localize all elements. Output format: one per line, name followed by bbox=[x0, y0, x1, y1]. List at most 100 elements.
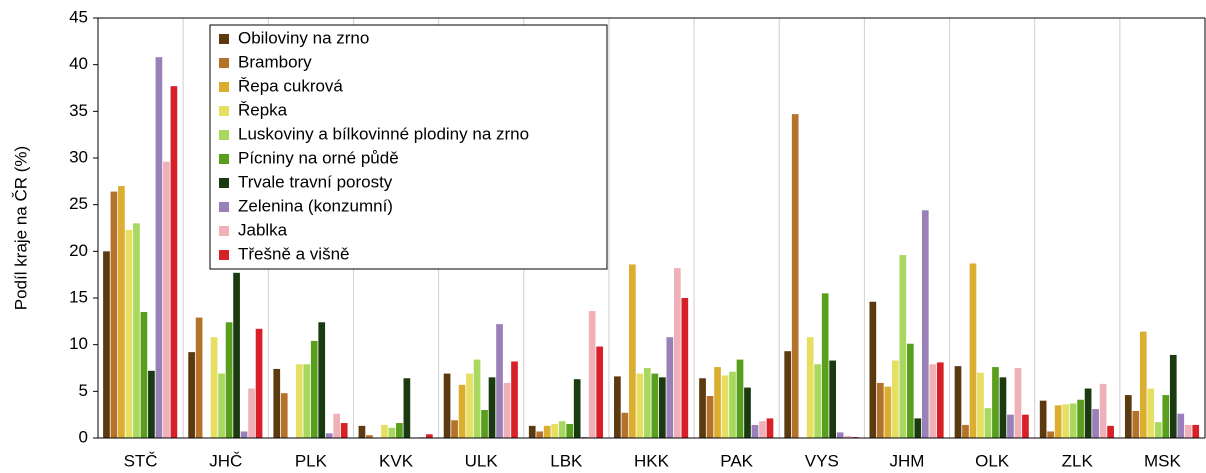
bar bbox=[366, 435, 373, 438]
bar bbox=[451, 420, 458, 438]
legend-swatch bbox=[219, 34, 229, 44]
bar bbox=[992, 367, 999, 438]
bar bbox=[558, 421, 566, 438]
bar bbox=[1099, 383, 1107, 438]
bar bbox=[954, 366, 962, 438]
bar bbox=[681, 298, 689, 438]
x-tick-label: LBK bbox=[550, 451, 583, 470]
bar bbox=[744, 387, 751, 438]
x-tick-label: JHČ bbox=[209, 451, 242, 470]
bar bbox=[155, 57, 163, 438]
bar bbox=[1092, 409, 1099, 438]
bar bbox=[233, 272, 240, 438]
bar bbox=[962, 424, 969, 438]
bar bbox=[325, 433, 333, 438]
legend-swatch bbox=[219, 154, 229, 164]
bar bbox=[170, 86, 178, 438]
bar bbox=[225, 322, 233, 438]
bar bbox=[1007, 414, 1014, 438]
bar bbox=[1062, 404, 1069, 438]
bar bbox=[110, 191, 118, 438]
bar bbox=[977, 372, 984, 438]
bar bbox=[914, 418, 922, 438]
bar bbox=[396, 423, 403, 438]
legend-label: Luskoviny a bílkovinné plodiny na zrno bbox=[238, 124, 529, 143]
legend-swatch bbox=[219, 178, 229, 188]
bar bbox=[358, 425, 366, 438]
bar bbox=[488, 377, 496, 438]
bar bbox=[218, 373, 225, 438]
legend-swatch bbox=[219, 58, 229, 68]
y-tick-label: 35 bbox=[69, 101, 88, 120]
bar bbox=[791, 114, 799, 438]
bar bbox=[729, 371, 736, 438]
bar bbox=[163, 161, 170, 438]
y-tick-label: 10 bbox=[69, 334, 88, 353]
bar bbox=[829, 360, 836, 438]
bar bbox=[303, 364, 311, 438]
bar bbox=[188, 352, 195, 438]
bar bbox=[636, 373, 644, 438]
bar bbox=[1054, 405, 1062, 438]
y-tick-label: 5 bbox=[79, 381, 88, 400]
bar bbox=[528, 425, 536, 438]
bar bbox=[884, 386, 892, 438]
legend-label: Zelenina (konzumní) bbox=[238, 196, 393, 215]
bar bbox=[969, 263, 977, 438]
bar bbox=[721, 375, 729, 438]
bar bbox=[844, 436, 851, 438]
legend-swatch bbox=[219, 106, 229, 116]
bar bbox=[821, 293, 829, 438]
bar bbox=[1039, 400, 1047, 438]
bar bbox=[536, 431, 544, 438]
bar bbox=[1047, 431, 1054, 438]
bar bbox=[340, 423, 348, 438]
bar bbox=[1124, 395, 1132, 438]
bar bbox=[466, 373, 473, 438]
bar bbox=[210, 337, 218, 438]
legend-label: Brambory bbox=[238, 52, 312, 71]
legend-swatch bbox=[219, 226, 229, 236]
y-tick-label: 40 bbox=[69, 54, 88, 73]
y-axis-title: Podíl kraje na ČR (%) bbox=[11, 146, 30, 310]
bar bbox=[644, 368, 651, 438]
legend-label: Obiloviny na zrno bbox=[238, 28, 369, 47]
bar bbox=[1084, 388, 1092, 438]
bar bbox=[1147, 388, 1155, 438]
bar bbox=[806, 337, 814, 438]
bar bbox=[1014, 368, 1022, 438]
bar bbox=[496, 324, 503, 438]
bar bbox=[295, 364, 303, 438]
x-tick-label: HKK bbox=[634, 451, 670, 470]
x-tick-label: OLK bbox=[975, 451, 1010, 470]
bar bbox=[443, 373, 451, 438]
bar bbox=[784, 351, 792, 438]
legend-swatch bbox=[219, 250, 229, 260]
bar bbox=[629, 264, 636, 438]
legend-label: Trvale travní porosty bbox=[238, 172, 393, 191]
x-tick-label: VYS bbox=[805, 451, 839, 470]
bar bbox=[310, 340, 318, 438]
bar bbox=[759, 421, 766, 438]
bar bbox=[673, 268, 681, 438]
bar bbox=[651, 373, 659, 438]
bar bbox=[699, 378, 706, 438]
x-tick-label: MSK bbox=[1144, 451, 1182, 470]
bar bbox=[1184, 424, 1192, 438]
bar bbox=[148, 370, 155, 438]
y-tick-label: 20 bbox=[69, 241, 88, 260]
x-tick-label: PAK bbox=[720, 451, 753, 470]
bar bbox=[381, 424, 388, 438]
y-tick-label: 45 bbox=[69, 7, 88, 26]
bar bbox=[1132, 410, 1140, 438]
bar bbox=[766, 418, 774, 438]
bar bbox=[481, 410, 488, 438]
y-tick-label: 0 bbox=[79, 427, 88, 446]
bar bbox=[869, 301, 877, 438]
bar bbox=[891, 360, 899, 438]
bar bbox=[426, 434, 433, 438]
bar bbox=[836, 432, 844, 438]
bar bbox=[814, 364, 822, 438]
bar bbox=[621, 412, 629, 438]
